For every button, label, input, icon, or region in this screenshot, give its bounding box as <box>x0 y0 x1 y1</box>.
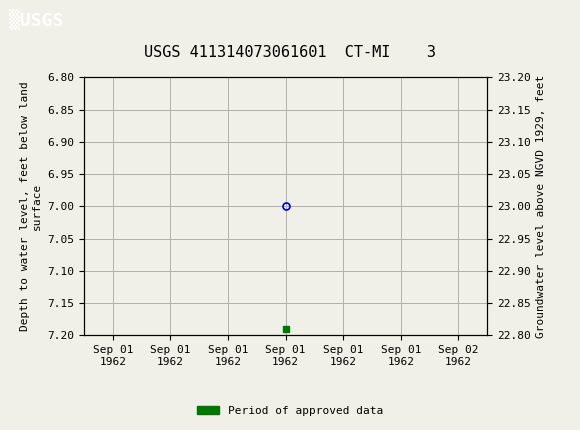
Y-axis label: Depth to water level, feet below land
surface: Depth to water level, feet below land su… <box>20 82 42 331</box>
Text: ▒USGS: ▒USGS <box>9 9 63 30</box>
Y-axis label: Groundwater level above NGVD 1929, feet: Groundwater level above NGVD 1929, feet <box>536 75 546 338</box>
Legend: Period of approved data: Period of approved data <box>193 401 387 420</box>
Text: USGS 411314073061601  CT-MI    3: USGS 411314073061601 CT-MI 3 <box>144 45 436 60</box>
